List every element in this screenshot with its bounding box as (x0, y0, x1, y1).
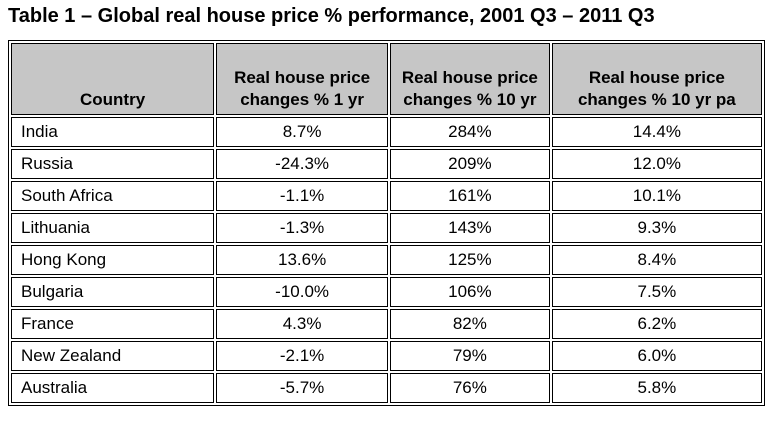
table-cell-10yr: 82% (390, 309, 550, 339)
table-row: New Zealand -2.1% 79% 6.0% (11, 341, 762, 371)
table-cell-country: Australia (11, 373, 215, 403)
table-cell-10yr-pa: 6.2% (551, 309, 762, 339)
table-cell-1yr: 13.6% (216, 245, 389, 275)
table-cell-1yr: 4.3% (216, 309, 389, 339)
table-row: Australia -5.7% 76% 5.8% (11, 373, 762, 403)
table-cell-10yr-pa: 10.1% (551, 181, 762, 211)
table-cell-10yr: 76% (390, 373, 550, 403)
table-row: India 8.7% 284% 14.4% (11, 117, 762, 147)
table-cell-1yr: -1.3% (216, 213, 389, 243)
table-cell-10yr: 79% (390, 341, 550, 371)
table-row: Hong Kong 13.6% 125% 8.4% (11, 245, 762, 275)
header-row: Country Real house price changes % 1 yr … (11, 43, 762, 115)
table-cell-1yr: -24.3% (216, 149, 389, 179)
table-body: India 8.7% 284% 14.4% Russia -24.3% 209% 12.0% S… (11, 117, 762, 403)
table-cell-country: France (11, 309, 215, 339)
table-cell-10yr: 125% (390, 245, 550, 275)
table-cell-1yr: -1.1% (216, 181, 389, 211)
table-cell-10yr-pa: 9.3% (551, 213, 762, 243)
column-header-1yr: Real house price changes % 1 yr (216, 43, 389, 115)
house-price-table: Country Real house price changes % 1 yr … (8, 40, 765, 406)
table-cell-country: Bulgaria (11, 277, 215, 307)
table-cell-10yr-pa: 12.0% (551, 149, 762, 179)
page-title: Table 1 – Global real house price % perf… (8, 5, 655, 27)
table-cell-1yr: -5.7% (216, 373, 389, 403)
column-header-10yr-pa: Real house price changes % 10 yr pa (551, 43, 762, 115)
table-cell-country: India (11, 117, 215, 147)
table-cell-1yr: -2.1% (216, 341, 389, 371)
column-header-country: Country (11, 43, 215, 115)
column-header-10yr: Real house price changes % 10 yr (390, 43, 550, 115)
table-row: South Africa -1.1% 161% 10.1% (11, 181, 762, 211)
table-row: Bulgaria -10.0% 106% 7.5% (11, 277, 762, 307)
table-cell-10yr-pa: 5.8% (551, 373, 762, 403)
table-cell-10yr-pa: 8.4% (551, 245, 762, 275)
table-cell-1yr: 8.7% (216, 117, 389, 147)
table-row: Lithuania -1.3% 143% 9.3% (11, 213, 762, 243)
table-cell-country: Lithuania (11, 213, 215, 243)
table-row: Russia -24.3% 209% 12.0% (11, 149, 762, 179)
table-cell-10yr: 143% (390, 213, 550, 243)
table-row: France 4.3% 82% 6.2% (11, 309, 762, 339)
table-cell-10yr: 284% (390, 117, 550, 147)
table-cell-10yr: 161% (390, 181, 550, 211)
table-header: Country Real house price changes % 1 yr … (11, 43, 762, 115)
table-cell-10yr: 209% (390, 149, 550, 179)
table-cell-country: Russia (11, 149, 215, 179)
table-cell-10yr-pa: 14.4% (551, 117, 762, 147)
table-cell-1yr: -10.0% (216, 277, 389, 307)
table-cell-10yr-pa: 6.0% (551, 341, 762, 371)
table-cell-10yr: 106% (390, 277, 550, 307)
table-cell-10yr-pa: 7.5% (551, 277, 762, 307)
table-cell-country: Hong Kong (11, 245, 215, 275)
table-cell-country: South Africa (11, 181, 215, 211)
table-cell-country: New Zealand (11, 341, 215, 371)
